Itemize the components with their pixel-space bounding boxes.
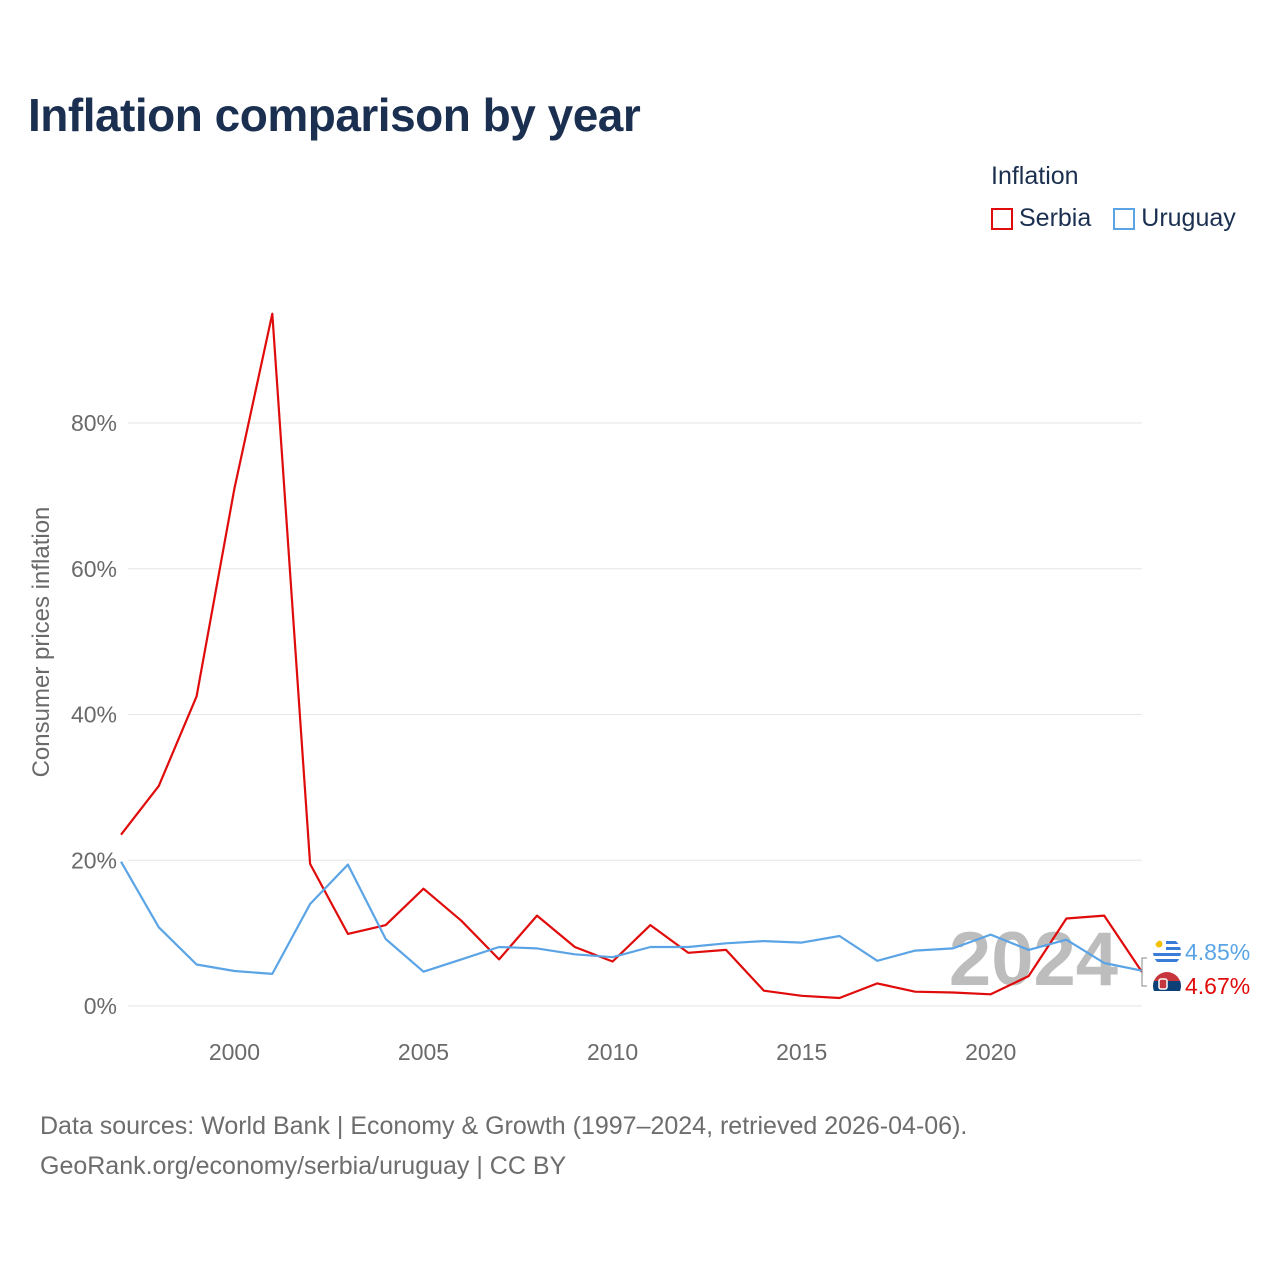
series-line-uruguay[interactable] — [120, 861, 1143, 976]
grid-layer — [128, 422, 1142, 1007]
legend-item-uruguay[interactable]: Uruguay — [1113, 204, 1236, 233]
legend: Serbia Uruguay — [991, 204, 1236, 233]
legend-label-serbia: Serbia — [1019, 204, 1092, 232]
end-markers: 4.85% 4.67% — [1141, 938, 1250, 1000]
end-label-serbia: 4.67% — [1185, 973, 1250, 999]
uruguay-flag-icon — [1153, 938, 1181, 966]
serbia-flag-icon — [1153, 972, 1181, 1000]
x-tick-label: 2015 — [776, 1039, 827, 1065]
y-tick-label: 80% — [71, 410, 117, 436]
year-watermark: 2024 — [949, 917, 1118, 1002]
legend-title: Inflation — [991, 162, 1079, 190]
source-note: Data sources: World Bank | Economy & Gro… — [40, 1106, 967, 1186]
chart-title: Inflation comparison by year — [28, 89, 641, 141]
series-line-serbia[interactable] — [120, 312, 1143, 1000]
series-layer — [120, 312, 1143, 1000]
y-tick-label: 40% — [71, 702, 117, 728]
y-tick-label: 0% — [84, 993, 117, 1019]
x-tick-label: 2000 — [209, 1039, 260, 1065]
source-line-1: Data sources: World Bank | Economy & Gro… — [40, 1112, 968, 1140]
legend-item-serbia[interactable]: Serbia — [991, 204, 1091, 233]
end-label-uruguay: 4.85% — [1185, 939, 1250, 965]
legend-swatch-uruguay — [1113, 207, 1136, 230]
legend-swatch-serbia — [991, 207, 1013, 230]
y-tick-label: 60% — [71, 556, 117, 582]
x-tick-label: 2005 — [398, 1039, 449, 1065]
legend-label-uruguay: Uruguay — [1141, 204, 1236, 232]
y-tick-label: 20% — [71, 847, 117, 873]
source-line-2[interactable]: GeoRank.org/economy/serbia/uruguay | CC … — [40, 1152, 567, 1180]
x-tick-label: 2020 — [965, 1039, 1016, 1065]
end-connector — [1141, 957, 1147, 987]
tick-layer: 0% 20% 40% 60% 80% 2000 2005 2010 2015 2020 — [71, 410, 1016, 1065]
x-tick-label: 2010 — [587, 1039, 638, 1065]
